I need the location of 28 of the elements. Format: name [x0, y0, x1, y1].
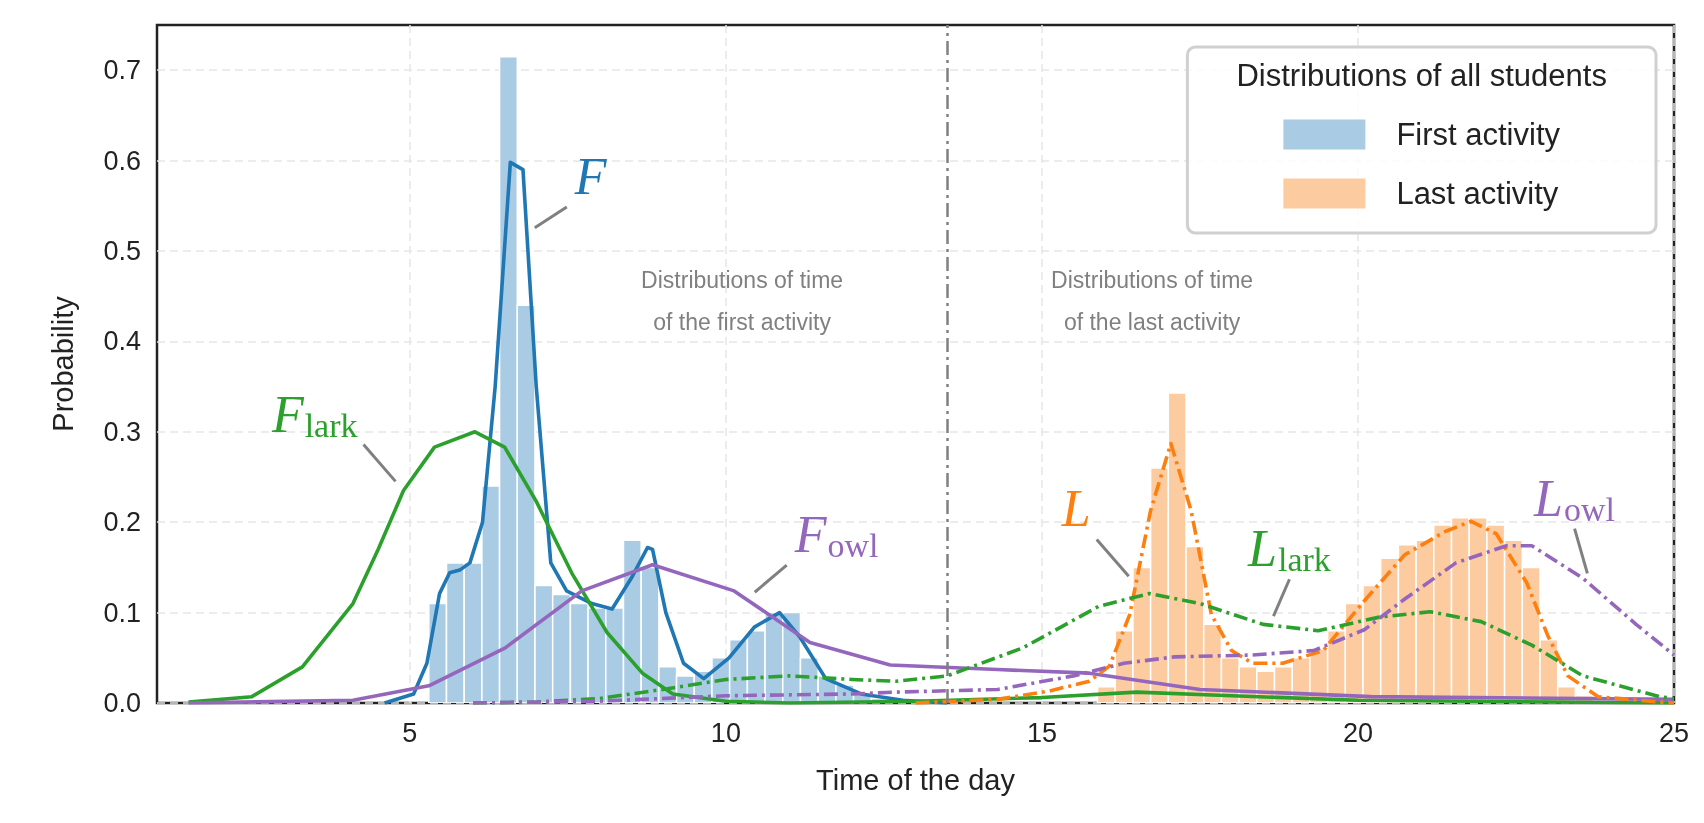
line-series	[382, 160, 949, 705]
annotation: F	[574, 147, 607, 205]
y-tick-label: 0.1	[103, 597, 141, 628]
x-axis-title: Time of the day	[816, 763, 1016, 796]
line-series	[913, 441, 1676, 705]
y-tick-label: 0.7	[103, 55, 141, 86]
y-tick-label: 0.5	[103, 236, 141, 266]
annotation: L$_{lark}$	[1248, 520, 1331, 579]
x-tick-label: 10	[710, 717, 741, 748]
annotation: L$_{owl}$	[1534, 469, 1616, 528]
legend-label: First activity	[1396, 117, 1561, 152]
x-tick-label: 15	[1026, 717, 1057, 748]
x-tick-label: 20	[1342, 717, 1373, 748]
annotation: F$_{lark}$	[271, 385, 358, 444]
annotation: L	[1061, 480, 1091, 538]
y-tick-label: 0.3	[103, 416, 141, 447]
annotation: Distributions of time of the last activity	[1051, 266, 1254, 335]
y-tick-label: 0.4	[103, 326, 141, 357]
x-tick-label: 25	[1658, 717, 1690, 748]
y-tick-label: 0.6	[103, 145, 141, 176]
x-tick-label: 5	[402, 717, 418, 748]
legend-label: Last activity	[1396, 176, 1559, 211]
annotation: Distributions of time of the first activity	[641, 266, 844, 335]
legend-title: Distributions of all students	[1236, 57, 1607, 93]
y-tick-label: 0.2	[103, 507, 141, 538]
y-axis-title: Probability	[46, 295, 79, 432]
y-tick-label: 0.0	[103, 688, 141, 718]
annotation: F$_{owl}$	[794, 506, 879, 565]
